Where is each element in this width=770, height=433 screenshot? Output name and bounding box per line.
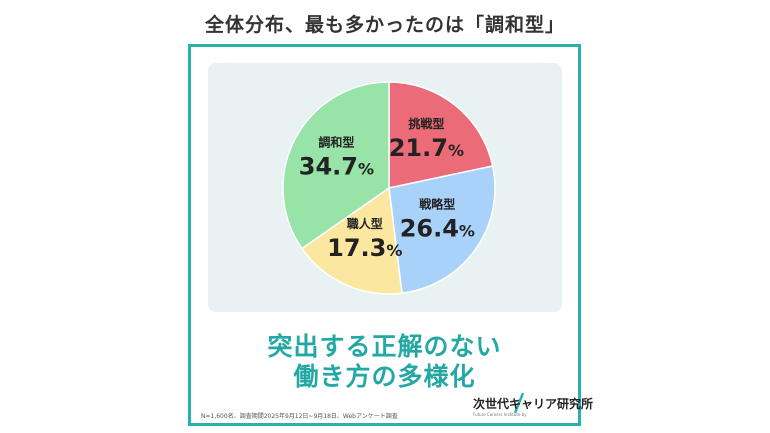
caption-line-1: 突出する正解のない [267, 332, 502, 361]
chart-frame: 挑戦型 21.7% 戦略型 26.4% 職人型 17.3% 調和型 34.7% 突出する正解の… [188, 44, 593, 426]
caption-line-2: 働き方の多様化 [293, 362, 476, 391]
logo-subtitle: Future Careers Institute by [473, 412, 527, 417]
pie-slice-1 [388, 81, 494, 189]
slice-label-4: 調和型 [318, 134, 354, 149]
slice-value-2: 26.4% [400, 214, 475, 242]
pie-slice-3 [300, 186, 403, 295]
logo-name: 次世代キャリア研究所 [473, 397, 594, 411]
slice-value-3: 17.3% [327, 234, 402, 262]
slice-value-4: 34.7% [299, 152, 374, 180]
slice-label-1: 挑戦型 [408, 116, 444, 131]
slice-label-2: 戦略型 [419, 196, 455, 211]
headline: 全体分布、最も多かったのは「調和型」 [204, 14, 565, 36]
logo-slash-mark [513, 393, 525, 413]
brand-logo: 次世代キャリア研究所 Future Careers Institute by [473, 393, 593, 423]
pie-slice-4 [282, 81, 390, 250]
footnote: N=1,600名、調査期間2025年9月12日~9月18日、Webアンケート調査 [201, 413, 398, 420]
chart-panel: 挑戦型 21.7% 戦略型 26.4% 職人型 17.3% 調和型 34.7% [208, 63, 562, 312]
pie-slice-2 [388, 165, 496, 295]
slice-value-1: 21.7% [389, 134, 464, 162]
pie-chart: 挑戦型 21.7% 戦略型 26.4% 職人型 17.3% 調和型 34.7% [282, 81, 496, 295]
slice-label-3: 職人型 [347, 216, 383, 231]
